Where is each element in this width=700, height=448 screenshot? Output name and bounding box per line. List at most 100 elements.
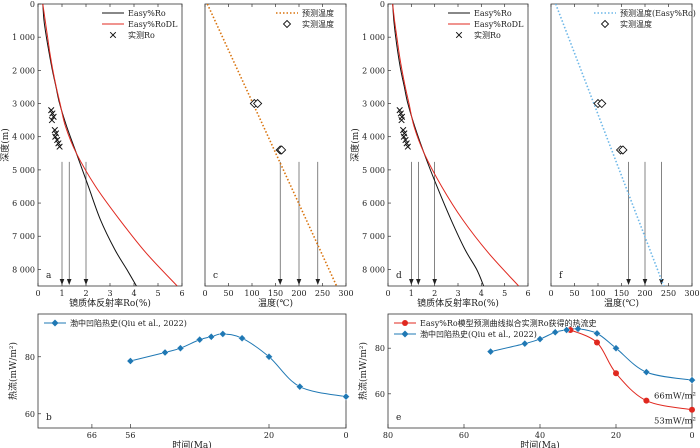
x-tick-label: 0	[385, 289, 390, 298]
x-axis-label: 温度(℃)	[258, 297, 293, 309]
y-tick-label: 0	[30, 0, 35, 9]
data-point-diamond	[551, 328, 559, 337]
y-tick-label: 8 000	[362, 265, 385, 274]
y-tick-label: 1 000	[12, 33, 35, 42]
legend-swatch-diamond	[51, 319, 59, 327]
legend-label: 实测温度	[620, 19, 652, 29]
annotation-label: 53mW/m²	[654, 416, 696, 426]
x-tick-label: 150	[268, 289, 283, 298]
x-tick-label: 20	[264, 431, 274, 440]
legend-label: 实测Ro	[128, 30, 155, 40]
plot-frame	[550, 3, 693, 287]
x-stroke	[397, 110, 404, 117]
arrow-head	[409, 279, 414, 285]
legend-label: Easy%RoDL	[474, 20, 524, 29]
x-tick-label: 0	[35, 289, 40, 298]
arrow-head	[83, 279, 89, 285]
x-stroke	[402, 136, 409, 144]
legend-label: 预测温度(Easy%Ro)	[620, 8, 696, 18]
y-axis-label: 深度(m)	[0, 128, 11, 162]
annotation-label: 66mW/m²	[654, 391, 696, 401]
legend-swatch-x	[455, 31, 463, 39]
data-point-diamond	[642, 368, 651, 376]
x-tick-label: 0	[202, 289, 207, 298]
data-point-x	[402, 136, 409, 144]
x-tick-label: 5	[155, 289, 160, 298]
data-point-diamond	[219, 330, 227, 338]
y-tick-label: 1 000	[362, 33, 385, 42]
x-stroke	[54, 136, 61, 144]
data-point-x	[56, 143, 63, 150]
x-tick-label: 100	[244, 289, 259, 298]
legend-label: Easy%RoDL	[128, 20, 178, 29]
series-line-0	[130, 333, 346, 398]
data-point-diamond	[597, 98, 607, 109]
y-tick-label: 7 000	[362, 232, 385, 241]
x-tick-label: 3	[107, 289, 112, 298]
panel-label: e	[396, 413, 401, 423]
x-tick-label: 4	[131, 289, 136, 298]
x-tick-label: 50	[569, 289, 579, 298]
plot-frame	[37, 313, 347, 429]
x-tick-label: 2	[432, 289, 437, 298]
data-point-x	[396, 107, 403, 114]
x-axis-label: 温度(℃)	[604, 297, 639, 309]
data-point-diamond	[253, 98, 263, 109]
legend-label: Easy%Ro	[128, 9, 166, 18]
series-group	[392, 4, 520, 286]
data-point-x	[48, 116, 56, 124]
x-stroke	[400, 133, 408, 140]
x-tick-label: 300	[684, 289, 699, 298]
x-axis-label: 时间(Ma)	[520, 439, 560, 448]
x-tick-label: 200	[637, 289, 652, 298]
arrow-head	[277, 279, 283, 285]
legend-label: Easy%Ro	[474, 9, 512, 18]
data-point-diamond	[562, 326, 571, 334]
y-axis-label: 热流(mW/m²)	[7, 342, 19, 400]
y-tick-label: 8 000	[12, 265, 35, 274]
series-group	[130, 333, 346, 398]
data-point-diamond	[296, 382, 304, 391]
panel-label: f	[559, 271, 563, 281]
series-line-1	[42, 4, 178, 286]
data-point-diamond	[265, 352, 273, 361]
data-point-diamond	[195, 335, 204, 344]
legend-label: 实测Ro	[474, 30, 501, 40]
data-point-diamond	[486, 347, 495, 356]
y-tick-label: 6 000	[362, 199, 385, 208]
panel-b: 66 56 20 0 60 80 时间(Ma) 热流(mW/m²) 渤中凹陷热史(Qiu et …	[7, 313, 350, 448]
data-point-diamond	[276, 145, 287, 155]
data-point-diamond	[536, 335, 544, 343]
panel-a: 0 1 2 3 4 5 6 0 1 000 2 000 3 000 4 000 5 000 6 000 7 …	[0, 0, 185, 309]
x-tick-label: 100	[590, 289, 605, 298]
legend-label: 渤中凹陷热史(Qiu et al., 2022)	[420, 329, 537, 339]
x-stroke	[400, 126, 407, 134]
x-tick-label: 0	[548, 289, 553, 298]
data-point-x	[49, 110, 56, 117]
arrow-head	[659, 279, 664, 285]
x-tick-label: 50	[223, 289, 233, 298]
x-stroke	[50, 113, 57, 120]
x-tick-label: 0	[343, 431, 348, 440]
data-point-circle	[594, 339, 600, 346]
x-axis-label: 镜质体反射率Ro(%)	[417, 297, 499, 309]
x-stroke	[404, 143, 411, 150]
x-tick-label: 150	[614, 289, 629, 298]
y-tick-label: 3 000	[12, 100, 35, 109]
arrow-head	[296, 279, 302, 285]
x-axis-label: 镜质体反射率Ro(%)	[69, 297, 151, 309]
x-tick-label: 66	[87, 431, 97, 440]
y-tick-label: 6 000	[12, 199, 35, 208]
data-point-diamond	[161, 348, 169, 357]
data-point-circle	[689, 406, 695, 413]
x-tick-label: 4	[479, 289, 484, 298]
x-stroke	[55, 140, 62, 147]
series-line-1	[392, 4, 520, 286]
panel-label: d	[396, 271, 402, 281]
data-point-diamond	[593, 329, 601, 338]
arrow-head	[315, 279, 321, 285]
data-point-x	[48, 107, 55, 114]
data-point-circle	[567, 326, 574, 333]
data-point-diamond	[618, 145, 628, 155]
